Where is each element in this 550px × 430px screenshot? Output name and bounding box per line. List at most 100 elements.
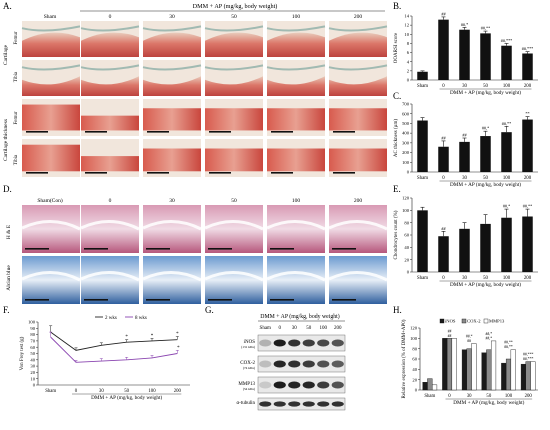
panel-a-group-header: DMM + AP (mg/kg, body weight) <box>193 3 278 10</box>
x-tick-label: 0 <box>442 276 445 281</box>
panel-a-micrographs <box>21 21 388 177</box>
y-tick-label: 300 <box>402 140 410 145</box>
panel-a-thickness-label: Cartilage thickness <box>3 119 9 161</box>
micrograph-tile <box>81 99 139 136</box>
legend-swatch <box>439 318 445 324</box>
blot-protein-label: α-tubulin <box>237 401 256 406</box>
micrograph-tile <box>80 205 140 253</box>
blot-band <box>288 401 301 407</box>
significance-label: * <box>177 346 180 351</box>
micrograph-tile <box>266 256 326 304</box>
blot-lane-label: 30 <box>292 326 298 331</box>
significance-label: ## <box>441 226 446 231</box>
x-tick-label: 100 <box>503 276 511 281</box>
x-tick-label: 50 <box>486 394 491 399</box>
blot-header: DMM + AP (mg/kg, body weight) <box>260 313 339 320</box>
y-tick-label: 700 <box>402 102 410 107</box>
bar <box>501 217 512 272</box>
micrograph-tile <box>204 60 264 96</box>
y-tick-label: 80 <box>412 346 417 351</box>
significance-label: ##,* <box>486 332 493 337</box>
legend-swatch <box>461 318 467 324</box>
significance-label: ## <box>448 329 452 333</box>
panel-d-dose-header: 100 <box>292 198 301 204</box>
blot-band <box>288 381 301 389</box>
bar <box>438 146 449 172</box>
y-tick-label: 500 <box>402 121 410 126</box>
bar <box>522 216 533 272</box>
significance-label: ## <box>441 135 446 140</box>
x-tick-label: 30 <box>99 389 104 394</box>
series-line <box>50 331 178 351</box>
x-tick-label: 200 <box>524 84 532 89</box>
legend-swatch <box>483 318 489 324</box>
y-tick-label: 10 <box>404 32 409 37</box>
y-tick-label: 0 <box>407 170 410 175</box>
micrograph-tile <box>142 205 202 253</box>
blot-band <box>317 339 330 347</box>
bar <box>501 45 512 80</box>
micrograph-tile <box>21 256 81 304</box>
y-tick-label: 40 <box>30 357 35 362</box>
x-tick-label: 50 <box>124 389 129 394</box>
blot-band <box>317 401 330 407</box>
micrograph-tile <box>266 21 326 57</box>
legend-label: 8 wks <box>135 316 147 321</box>
bar <box>451 338 457 391</box>
y-axis-label: Relative expression (% of DMM+AP0) <box>402 319 407 398</box>
significance-label: * <box>151 334 154 339</box>
legend-label: 2 wks <box>105 316 117 321</box>
significance-label: ## <box>441 11 446 16</box>
x-tick-label: 0 <box>442 84 445 89</box>
x-tick-label: 0 <box>75 389 78 394</box>
legend-label: MMP13 <box>489 319 505 324</box>
bar <box>480 223 491 272</box>
y-tick-label: 14 <box>404 14 409 19</box>
blot-band <box>259 360 272 368</box>
x-tick-label: 200 <box>524 176 532 181</box>
panel-a-dose-headers: 0 30 50 100 200 <box>109 14 363 20</box>
blot-band <box>317 381 330 389</box>
blot-band <box>331 381 344 389</box>
micrograph-tile <box>329 139 387 177</box>
x-axis-label: DMM + AP (mg/kg, body weight) <box>450 89 521 96</box>
panel-a-dose-header: 30 <box>169 14 175 20</box>
chart-e-chondrocytes: 0 20 40 60 80 100 120 Chondrocytes count (%) ## #… <box>394 196 538 288</box>
micrograph-tile <box>328 21 388 57</box>
x-axis-label: DMM + AP (mg/kg, body weight) <box>453 399 524 406</box>
micrograph-tile <box>142 256 202 304</box>
micrograph-tile <box>205 99 263 136</box>
x-tick-label: 0 <box>442 176 445 181</box>
panel-label-e: E. <box>393 184 401 194</box>
blot-band <box>302 360 315 368</box>
panel-d-he-label: H & E <box>6 224 12 239</box>
micrograph-tile <box>328 205 388 253</box>
significance-label: * <box>176 332 179 337</box>
blot-protein-label: MMP13 <box>238 382 255 387</box>
x-tick-label: 200 <box>524 276 532 281</box>
blot-band <box>331 401 344 407</box>
significance-label: ** <box>525 111 529 116</box>
blot-kda-label: (54 kDa) <box>243 387 255 391</box>
micrograph-tile <box>266 60 326 96</box>
y-tick-label: 40 <box>404 245 409 250</box>
panel-d-dose-header: 30 <box>169 198 175 204</box>
significance-label: ##,*** <box>523 353 534 358</box>
blot-band <box>302 401 315 407</box>
blot-strip <box>257 397 346 411</box>
x-tick-label: 30 <box>462 84 467 89</box>
chart-b-oarsi: 0 2 4 6 8 10 12 14 OOARSI score ## ##,* ##,** ##,***… <box>394 11 538 96</box>
blot-band <box>302 381 315 389</box>
blot-strip <box>257 355 346 373</box>
micrograph-tile <box>267 139 325 177</box>
bar <box>417 120 428 172</box>
micrograph-tile <box>204 21 264 57</box>
micrograph-tile <box>205 139 263 177</box>
blot-band <box>331 360 344 368</box>
panel-label-g: G. <box>205 305 214 315</box>
micrograph-tile <box>329 99 387 136</box>
blot-lane-label: 100 <box>320 326 328 331</box>
y-tick-label: 80 <box>30 332 35 337</box>
panel-d-micrographs <box>21 205 388 304</box>
